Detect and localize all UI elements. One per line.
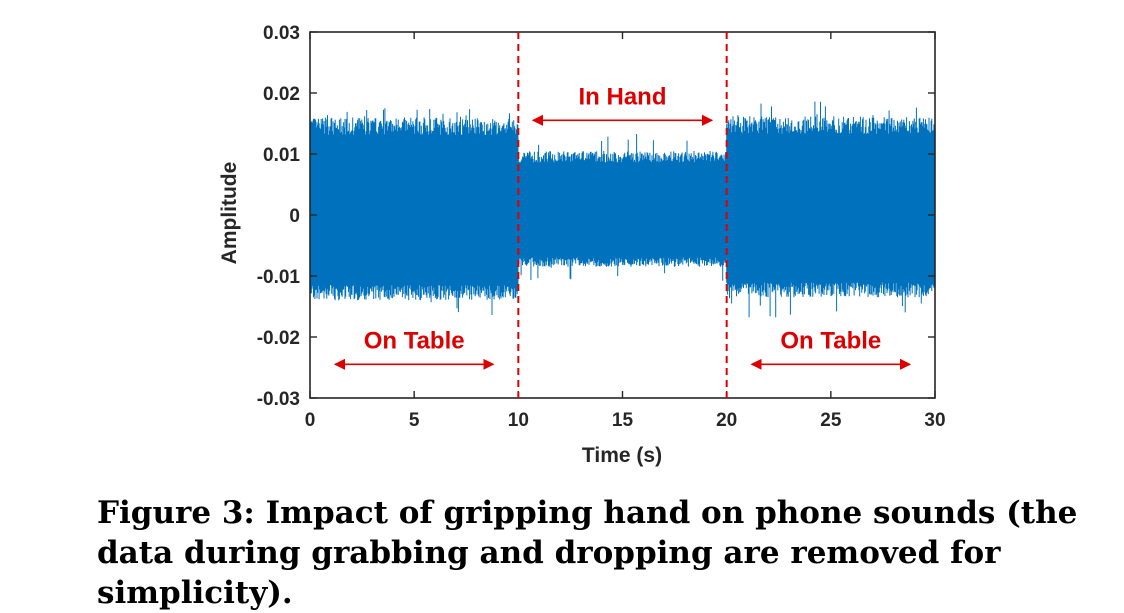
x-tick-label-0: 0	[305, 410, 316, 431]
annotation-label-1: On Table	[364, 327, 465, 354]
figure-caption: Figure 3: Impact of gripping hand on pho…	[97, 495, 1078, 611]
y-tick-label-3: 0	[289, 206, 300, 227]
x-tick-label-5: 25	[820, 410, 842, 431]
x-tick-label-2: 10	[508, 410, 529, 431]
dashed-dividers	[517, 32, 728, 398]
waveform-segment-0	[310, 108, 519, 315]
waveform-segment-2	[726, 101, 935, 318]
y-tick-labels: -0.03 -0.02 -0.01 0 0.01 0.02 0.03	[257, 23, 301, 410]
x-tick-label-6: 30	[924, 410, 945, 431]
y-tick-label-0: -0.03	[257, 389, 300, 410]
y-tick-label-4: 0.01	[263, 145, 300, 166]
annotation-label-2: On Table	[780, 327, 881, 354]
x-tick-label-4: 20	[716, 410, 737, 431]
annotation-label-0: In Hand	[579, 83, 667, 110]
y-tick-label-5: 0.02	[263, 84, 300, 105]
x-tick-label-3: 15	[612, 410, 634, 431]
y-axis-label: Amplitude	[218, 162, 241, 265]
y-tick-label-6: 0.03	[263, 23, 300, 44]
figure: 0 5 10 15 20 25 30 -0.03 -0.02 -0.01 0 0.01 0.02 0.0…	[218, 23, 946, 467]
y-tick-label-2: -0.01	[257, 267, 301, 288]
x-axis-label: Time (s)	[582, 444, 662, 467]
region-annotations: In Hand On Table On Table	[333, 83, 912, 370]
waveform-series	[310, 101, 935, 318]
y-tick-label-1: -0.02	[257, 328, 300, 349]
waveform-segment-1	[517, 134, 727, 281]
x-tick-labels: 0 5 10 15 20 25 30	[305, 410, 946, 431]
x-tick-label-1: 5	[409, 410, 420, 431]
